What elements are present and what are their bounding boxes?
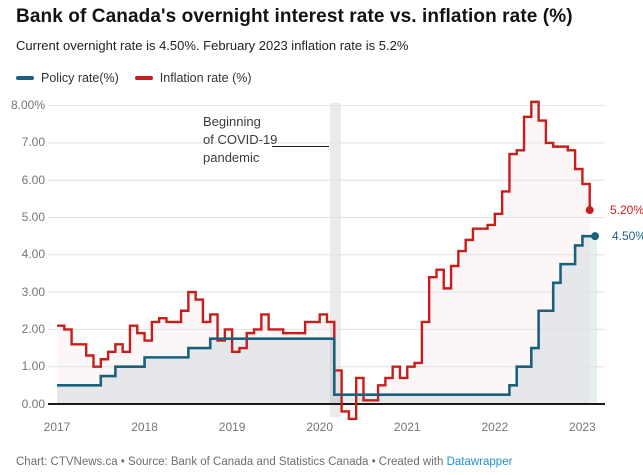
covid-annotation: Beginning of COVID-19 pandemic — [203, 113, 277, 167]
x-axis-label: 2018 — [131, 420, 158, 434]
y-axis-label: 8.00% — [10, 98, 45, 113]
footer-credit: Chart: CTVNews.ca • Source: Bank of Cana… — [16, 456, 512, 468]
x-axis-label: 2023 — [569, 420, 596, 434]
annotation-connector-line — [272, 146, 329, 147]
y-axis-label: 0.00 — [21, 396, 45, 411]
y-axis-label: 5.00 — [21, 210, 45, 224]
annotation-line: Beginning — [203, 114, 261, 129]
policy-end-label: 4.50% — [612, 228, 643, 243]
inflation-rate-line — [57, 100, 591, 421]
inflation-area-fill — [57, 101, 590, 419]
y-axis-label: 6.00 — [21, 172, 45, 187]
y-axis-label: 2.00 — [21, 321, 45, 336]
annotation-line: of COVID-19 — [203, 132, 278, 147]
legend-label-inflation: Inflation rate (%) — [159, 71, 252, 85]
page-title: Bank of Canada's overnight interest rate… — [16, 6, 573, 27]
datawrapper-link[interactable]: Datawrapper — [446, 456, 513, 468]
x-axis-label: 2019 — [218, 420, 246, 434]
inflation-end-label: 5.20% — [610, 202, 643, 217]
y-axis-label: 7.00 — [21, 135, 45, 150]
footer-text: Chart: CTVNews.ca • Source: Bank of Cana… — [16, 456, 447, 468]
annotation-line: pandemic — [203, 150, 260, 165]
y-axis-label: 1.00 — [21, 359, 45, 374]
x-axis-label: 2021 — [393, 420, 421, 434]
legend: Policy rate(%) Inflation rate (%) — [16, 71, 252, 85]
x-axis-label: 2022 — [481, 420, 509, 434]
policy-end-dot — [591, 232, 600, 241]
legend-item-policy-rate: Policy rate(%) — [16, 71, 119, 85]
y-axis-label: 4.00 — [21, 247, 45, 262]
legend-label-policy: Policy rate(%) — [41, 71, 119, 85]
policy-area-fill — [57, 236, 598, 404]
legend-item-inflation-rate: Inflation rate (%) — [134, 71, 252, 85]
covid-band — [329, 103, 341, 417]
chart-subtitle: Current overnight rate is 4.50%. Februar… — [16, 38, 409, 53]
inflation-end-dot — [585, 206, 594, 215]
policy-rate-line — [57, 234, 597, 396]
x-axis-label: 2020 — [306, 420, 334, 434]
inflation-rate-swatch-icon — [134, 76, 153, 80]
x-axis-label: 2017 — [43, 420, 71, 434]
policy-rate-swatch-icon — [16, 76, 34, 80]
y-axis-label: 3.00 — [21, 284, 45, 299]
